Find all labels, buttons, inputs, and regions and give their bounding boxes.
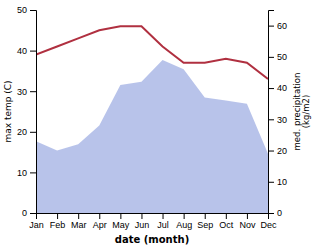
- tick: Aug: [176, 213, 192, 230]
- plot: JanFebMarAprMayJunJulAugSepOctNovDec0102…: [17, 5, 287, 230]
- y-axis: 0 10 20 30 40 50: [17, 5, 37, 218]
- tick-mark: [30, 213, 36, 214]
- tick: Oct: [219, 213, 234, 230]
- tick: Feb: [50, 213, 66, 230]
- tick-label: Apr: [93, 220, 107, 230]
- tick-mark: [268, 26, 274, 27]
- tick-mark: [30, 51, 36, 52]
- tick: 20: [268, 146, 287, 156]
- y2-axis-title: med. precipitation(kg/m2): [292, 73, 311, 151]
- tick-label: 20: [277, 146, 287, 156]
- tick-label: 30: [277, 115, 287, 125]
- tick-mark: [30, 10, 36, 11]
- tick-label: 0: [22, 208, 27, 218]
- tick: Jan: [29, 213, 44, 230]
- tick-mark: [247, 213, 248, 219]
- tick: Mar: [71, 213, 87, 230]
- tick-label: 60: [277, 21, 287, 31]
- tick: 20: [17, 127, 36, 137]
- tick: 60: [268, 21, 287, 31]
- tick: Jul: [157, 213, 169, 230]
- tick-mark: [268, 119, 274, 120]
- tick-label: Feb: [50, 220, 66, 230]
- x-axis: Jan Feb Mar Apr May Jun Jul Aug Sep Oct Nov Dec: [29, 213, 277, 230]
- axis-line: [37, 214, 269, 220]
- tick-label: 40: [17, 46, 27, 56]
- tick-label: Mar: [71, 220, 87, 230]
- tick-mark: [268, 57, 274, 58]
- tick: Dec: [260, 213, 277, 230]
- tick: Apr: [93, 213, 107, 230]
- title-line: (kg/m2): [301, 95, 311, 129]
- tick-label: Dec: [260, 220, 277, 230]
- tick-label: Aug: [176, 220, 192, 230]
- tick: 50: [17, 5, 36, 15]
- tick-mark: [141, 213, 142, 219]
- y2-axis: 0 10 20 30 40 50 60: [268, 11, 287, 219]
- tick-label: 30: [17, 87, 27, 97]
- tick-mark: [120, 213, 121, 219]
- tick: 50: [268, 52, 287, 62]
- tick-mark: [205, 213, 206, 219]
- chart: JanFebMarAprMayJunJulAugSepOctNovDec0102…: [0, 0, 318, 247]
- tick: 0: [22, 208, 36, 218]
- tick: 40: [17, 46, 36, 56]
- tick-label: Oct: [219, 220, 234, 230]
- tick-mark: [226, 213, 227, 219]
- tick: 10: [268, 177, 287, 187]
- tick-mark: [30, 172, 36, 173]
- tick: 0: [268, 208, 282, 218]
- tick-mark: [99, 213, 100, 219]
- tick: 40: [268, 83, 287, 93]
- x-axis-title: date (month): [115, 234, 189, 245]
- tick-label: Jan: [29, 220, 44, 230]
- tick-label: Sep: [197, 220, 213, 230]
- tick-label: Jun: [135, 220, 150, 230]
- tick-mark: [57, 213, 58, 219]
- y-axis-title: max temp (C): [3, 80, 13, 142]
- area: [36, 60, 268, 213]
- tick: Jun: [135, 213, 150, 230]
- tick: 10: [17, 168, 36, 178]
- tick-mark: [163, 213, 164, 219]
- tick-label: May: [112, 220, 130, 230]
- axis-line: [30, 11, 37, 214]
- tick-mark: [268, 213, 274, 214]
- tick-label: Jul: [157, 220, 169, 230]
- tick-mark: [268, 182, 274, 183]
- tick: 30: [17, 87, 36, 97]
- tick-label: 40: [277, 83, 287, 93]
- tick-label: 20: [17, 127, 27, 137]
- tick-label: 10: [17, 168, 27, 178]
- line: [36, 26, 268, 79]
- marks: [36, 26, 268, 213]
- tick: Sep: [197, 213, 213, 230]
- tick: Nov: [239, 213, 256, 230]
- tick-label: 50: [277, 52, 287, 62]
- tick-label: 50: [17, 5, 27, 15]
- tick-mark: [30, 91, 36, 92]
- tick: May: [112, 213, 130, 230]
- tick-mark: [30, 132, 36, 133]
- axis-line: [269, 11, 275, 214]
- tick-label: Nov: [239, 220, 256, 230]
- tick: 30: [268, 115, 287, 125]
- tick-label: 0: [277, 208, 282, 218]
- tick-mark: [184, 213, 185, 219]
- tick-label: 10: [277, 177, 287, 187]
- tick-mark: [268, 88, 274, 89]
- tick-mark: [78, 213, 79, 219]
- tick-mark: [268, 151, 274, 152]
